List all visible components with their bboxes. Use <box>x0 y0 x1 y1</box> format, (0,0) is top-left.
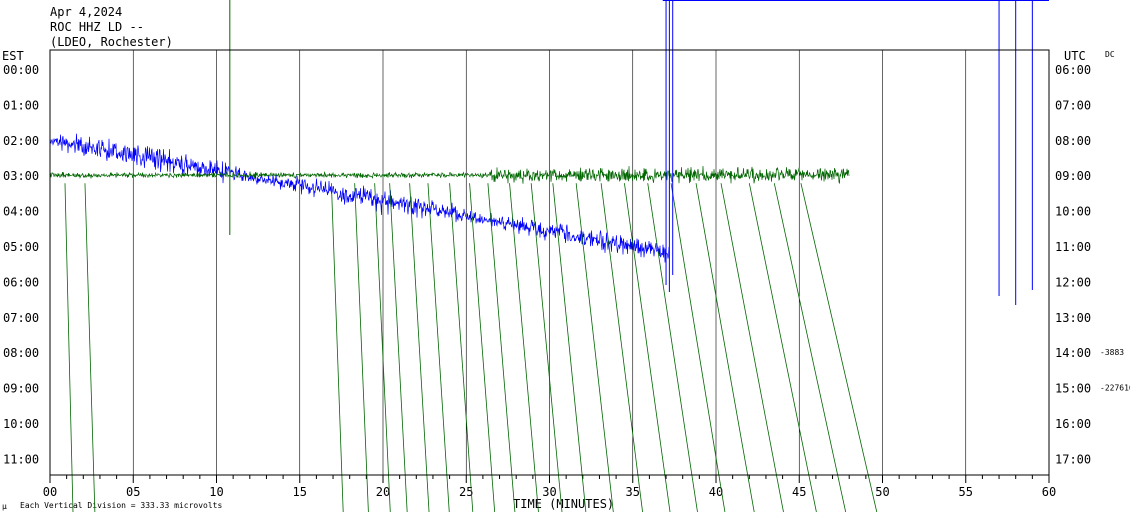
x-tick-label: 35 <box>626 485 640 499</box>
grid <box>132 50 967 475</box>
y-tick-right-label: 14:00 <box>1055 346 1091 360</box>
y-tick-left-label: 11:00 <box>3 452 39 466</box>
y-tick-right-label: 06:00 <box>1055 63 1091 77</box>
hour-trace-14 <box>575 183 614 513</box>
hour-trace-0 <box>64 183 74 513</box>
y-tick-left-label: 05:00 <box>3 240 39 254</box>
x-tick-label: 00 <box>43 485 57 499</box>
x-axis-label: TIME (MINUTES) <box>513 497 614 511</box>
x-tick-label: 25 <box>459 485 473 499</box>
header-network: (LDEO, Rochester) <box>50 35 173 49</box>
y-tick-left-label: 03:00 <box>3 169 39 183</box>
hour-trace-22 <box>773 183 847 513</box>
x-tick-label: 40 <box>709 485 723 499</box>
x-tick-label: 10 <box>209 485 223 499</box>
hour-trace-6 <box>409 183 430 513</box>
y-tick-left-label: 06:00 <box>3 275 39 289</box>
y-tick-right-label: 09:00 <box>1055 169 1091 183</box>
x-tick-label: 30 <box>542 485 556 499</box>
y-tick-right-label: 08:00 <box>1055 134 1091 148</box>
hour-trace-5 <box>389 183 408 513</box>
hour-trace-18 <box>670 183 726 513</box>
hour-trace-19 <box>695 183 755 513</box>
x-tick-label: 55 <box>959 485 973 499</box>
hour-trace-12 <box>530 183 563 513</box>
hour-trace-10 <box>487 183 516 513</box>
hour-trace-15 <box>600 183 643 513</box>
trace-series-0 <box>49 133 670 263</box>
y-tick-left-label: 07:00 <box>3 311 39 325</box>
hour-trace-11 <box>509 183 539 513</box>
hour-trace-2 <box>330 183 344 513</box>
hour-trace-7 <box>427 183 450 513</box>
hour-trace-20 <box>720 183 784 513</box>
y-tick-left-label: 00:00 <box>3 63 39 77</box>
y-tick-left-label: 02:00 <box>3 134 39 148</box>
header-station: ROC HHZ LD -- <box>50 20 144 34</box>
x-tick-label: 45 <box>792 485 806 499</box>
hour-trace-21 <box>748 183 817 513</box>
y-tick-right-label: 17:00 <box>1055 452 1091 466</box>
y-axis-left-ticks: 00:00 01:00 02:00 03:00 04:00 05:00 06:00 07:00… <box>3 63 39 466</box>
hour-trace-16 <box>624 183 671 513</box>
hour-trace-9 <box>469 183 496 513</box>
y-tick-left-label: 09:00 <box>3 382 39 396</box>
hour-trace-17 <box>647 183 698 513</box>
hour-trace-3 <box>354 183 369 513</box>
traces <box>49 0 1049 513</box>
x-axis-ticks: 00 05 10 15 20 25 30 35 40 45 50 55 60 <box>43 475 1056 499</box>
y-tick-right-label: 11:00 <box>1055 240 1091 254</box>
header-date: Apr 4,2024 <box>50 5 122 19</box>
plot-frame <box>49 49 1050 476</box>
y-tick-right-label: 12:00 <box>1055 275 1091 289</box>
y-tick-left-label: 08:00 <box>3 346 39 360</box>
scale-note: Each Vertical Division = 333.33 microvol… <box>20 501 222 510</box>
dc-offsets: -3883 -2276160 <box>1100 348 1130 392</box>
y-tick-right-label: 15:00 <box>1055 382 1091 396</box>
dc-label: DC <box>1105 50 1115 59</box>
plot-border <box>49 49 1050 476</box>
y-tick-right-label: 10:00 <box>1055 205 1091 219</box>
y-tick-right-label: 13:00 <box>1055 311 1091 325</box>
hour-trace-8 <box>449 183 474 513</box>
y-tick-left-label: 04:00 <box>3 205 39 219</box>
hour-trace-4 <box>374 183 391 513</box>
y-axis-right-ticks: 06:00 07:00 08:00 09:00 10:00 11:00 12:00 13:00… <box>1055 63 1091 466</box>
x-tick-label: 20 <box>376 485 390 499</box>
y-tick-right-label: 16:00 <box>1055 417 1091 431</box>
y-axis-right-label: UTC <box>1064 49 1086 63</box>
trace-series-1 <box>49 165 850 184</box>
x-tick-label: 60 <box>1042 485 1056 499</box>
y-tick-left-label: 10:00 <box>3 417 39 431</box>
y-tick-left-label: 01:00 <box>3 98 39 112</box>
x-tick-label: 05 <box>126 485 140 499</box>
y-tick-right-label: 07:00 <box>1055 98 1091 112</box>
dc-offset-value: -3883 <box>1100 348 1124 357</box>
hour-trace-23 <box>800 183 878 513</box>
y-axis-left-label: EST <box>2 49 24 63</box>
x-tick-label: 50 <box>875 485 889 499</box>
dc-offset-value: -2276160 <box>1100 384 1130 393</box>
hour-trace-13 <box>552 183 587 513</box>
header: Apr 4,2024 ROC HHZ LD -- (LDEO, Rocheste… <box>50 5 173 49</box>
x-tick-label: 15 <box>293 485 307 499</box>
hour-trace-1 <box>84 183 96 513</box>
scale-mark: µ <box>2 502 7 511</box>
